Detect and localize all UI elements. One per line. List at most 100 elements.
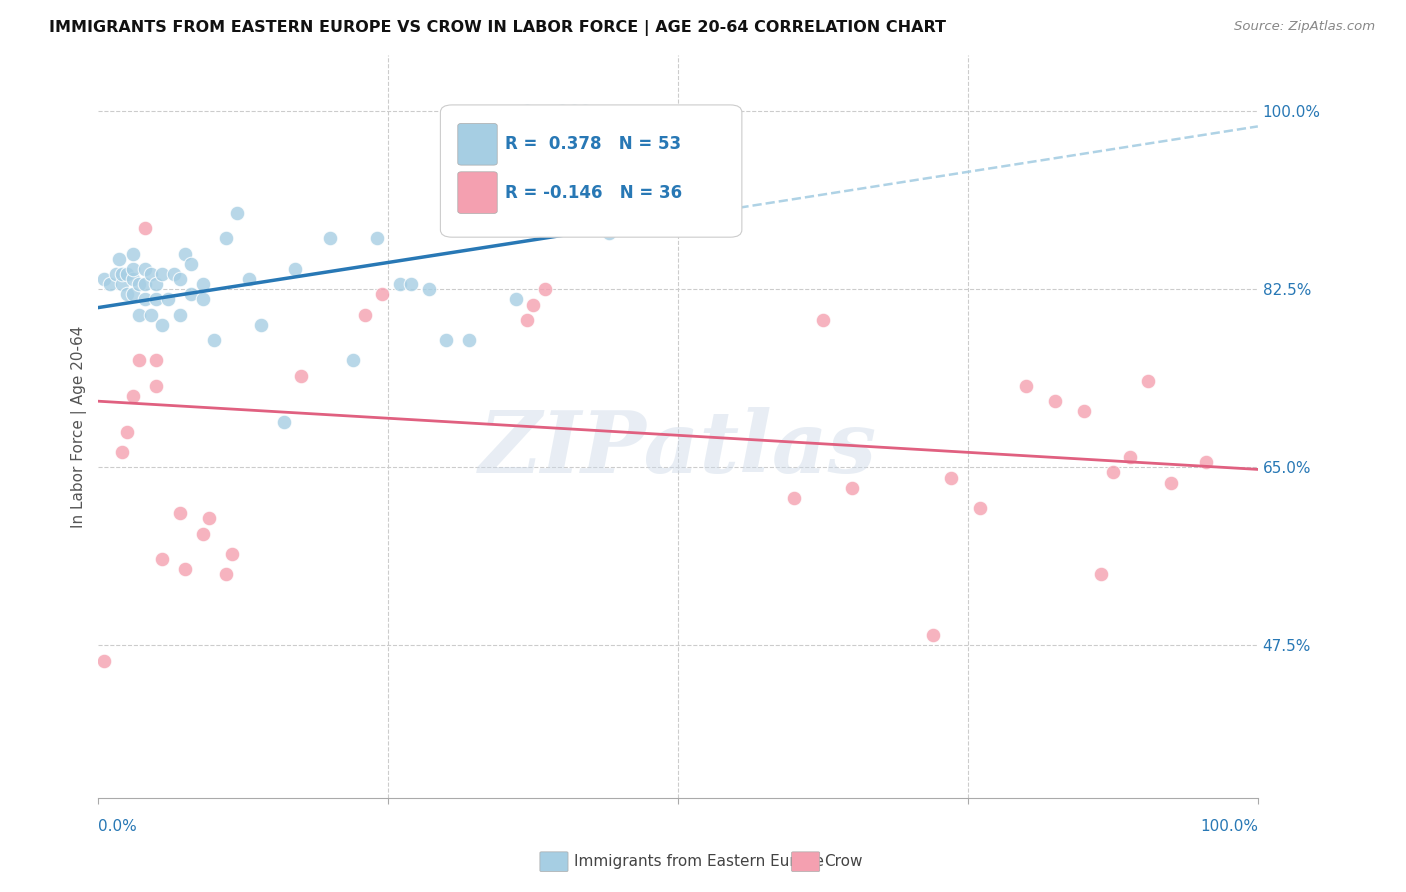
Point bbox=[342, 353, 364, 368]
Point bbox=[1160, 475, 1182, 490]
Point bbox=[134, 277, 156, 292]
Point bbox=[174, 246, 197, 260]
Point bbox=[117, 425, 139, 439]
Point bbox=[418, 282, 440, 296]
Point bbox=[108, 252, 131, 266]
Point bbox=[174, 562, 197, 576]
Point bbox=[197, 511, 219, 525]
Point bbox=[145, 293, 167, 307]
Point bbox=[516, 312, 538, 326]
Point bbox=[969, 501, 991, 516]
Point bbox=[783, 491, 806, 505]
Point bbox=[180, 287, 202, 301]
Text: R = -0.146   N = 36: R = -0.146 N = 36 bbox=[505, 184, 682, 202]
Text: ZIPatlas: ZIPatlas bbox=[479, 407, 877, 491]
Point bbox=[128, 277, 150, 292]
Point bbox=[150, 318, 173, 332]
Point bbox=[134, 261, 156, 276]
Point bbox=[366, 231, 388, 245]
Point bbox=[1043, 394, 1066, 409]
Point bbox=[354, 308, 377, 322]
Point bbox=[401, 277, 423, 292]
Point bbox=[169, 308, 191, 322]
Point bbox=[145, 379, 167, 393]
Point bbox=[215, 231, 238, 245]
Point bbox=[226, 206, 249, 220]
Text: 0.0%: 0.0% bbox=[98, 819, 138, 834]
Point bbox=[562, 104, 585, 119]
Point bbox=[284, 261, 307, 276]
Point bbox=[1102, 466, 1125, 480]
Point bbox=[98, 277, 121, 292]
Point bbox=[371, 287, 394, 301]
Point bbox=[1119, 450, 1142, 465]
Y-axis label: In Labor Force | Age 20-64: In Labor Force | Age 20-64 bbox=[72, 326, 87, 528]
Text: Crow: Crow bbox=[824, 855, 862, 869]
Point bbox=[922, 628, 945, 642]
Point bbox=[458, 333, 481, 347]
Point bbox=[811, 312, 834, 326]
Point bbox=[434, 333, 457, 347]
Point bbox=[122, 287, 145, 301]
Point bbox=[104, 267, 127, 281]
Point bbox=[145, 353, 167, 368]
Point bbox=[150, 552, 173, 566]
Point bbox=[319, 231, 342, 245]
Point bbox=[551, 104, 574, 119]
Point bbox=[273, 415, 295, 429]
Point bbox=[122, 246, 145, 260]
Point bbox=[145, 277, 167, 292]
Point bbox=[249, 318, 271, 332]
Point bbox=[93, 654, 115, 668]
Point bbox=[505, 293, 527, 307]
Point bbox=[1015, 379, 1038, 393]
Text: IMMIGRANTS FROM EASTERN EUROPE VS CROW IN LABOR FORCE | AGE 20-64 CORRELATION CH: IMMIGRANTS FROM EASTERN EUROPE VS CROW I… bbox=[49, 20, 946, 36]
Text: 100.0%: 100.0% bbox=[1199, 819, 1258, 834]
Point bbox=[169, 272, 191, 286]
Point bbox=[191, 293, 214, 307]
Point bbox=[139, 308, 162, 322]
Point bbox=[290, 368, 312, 383]
Point bbox=[117, 267, 139, 281]
Point bbox=[110, 277, 132, 292]
Point bbox=[110, 267, 132, 281]
Point bbox=[1136, 374, 1159, 388]
Point bbox=[221, 547, 243, 561]
Point bbox=[110, 445, 132, 459]
Point bbox=[1073, 404, 1095, 418]
Point bbox=[215, 567, 238, 582]
Point bbox=[163, 267, 186, 281]
Point bbox=[1195, 455, 1218, 469]
Point bbox=[202, 333, 225, 347]
FancyBboxPatch shape bbox=[440, 105, 742, 237]
Point bbox=[238, 272, 260, 286]
Point bbox=[516, 104, 538, 119]
Point bbox=[122, 272, 145, 286]
Point bbox=[841, 481, 863, 495]
Point bbox=[939, 470, 962, 484]
Point bbox=[1090, 567, 1112, 582]
Point bbox=[122, 389, 145, 403]
FancyBboxPatch shape bbox=[458, 123, 498, 165]
Point bbox=[117, 287, 139, 301]
Point bbox=[191, 526, 214, 541]
Text: Source: ZipAtlas.com: Source: ZipAtlas.com bbox=[1234, 20, 1375, 33]
Point bbox=[169, 506, 191, 520]
Point bbox=[574, 104, 596, 119]
Point bbox=[598, 227, 620, 241]
Point bbox=[139, 267, 162, 281]
Point bbox=[128, 353, 150, 368]
Point bbox=[388, 277, 411, 292]
FancyBboxPatch shape bbox=[458, 172, 498, 213]
Point bbox=[93, 272, 115, 286]
Point bbox=[533, 282, 555, 296]
Point bbox=[150, 267, 173, 281]
Point bbox=[156, 293, 179, 307]
Point bbox=[134, 221, 156, 235]
Point bbox=[122, 261, 145, 276]
Point bbox=[134, 293, 156, 307]
Point bbox=[128, 308, 150, 322]
Point bbox=[180, 257, 202, 271]
Point bbox=[522, 297, 544, 311]
Point bbox=[191, 277, 214, 292]
